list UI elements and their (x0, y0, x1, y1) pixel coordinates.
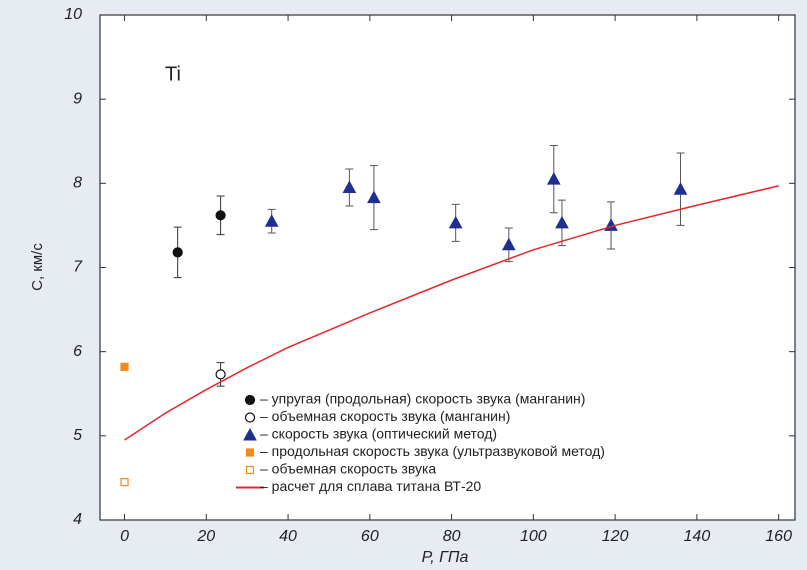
x-tick-label: 60 (361, 528, 379, 545)
fit-line (124, 185, 779, 441)
legend-label: – объемная скорость звука (260, 461, 436, 477)
data-point (448, 215, 463, 229)
legend-marker (245, 448, 255, 457)
plot-area (99, 14, 796, 521)
x-tick-label: 140 (684, 528, 711, 545)
data-point (342, 180, 357, 194)
x-tick-label: 100 (520, 528, 547, 545)
legend-label: – продольная скорость звука (ультразвуко… (260, 443, 605, 459)
legend-marker (243, 427, 257, 441)
y-axis-label: С, км/с (29, 243, 46, 291)
legend-marker (244, 412, 256, 423)
legend-label: – расчет для сплава титана ВТ-20 (260, 478, 481, 494)
x-axis-label: P, ГПа (422, 549, 469, 566)
y-tick-label: 9 (73, 90, 82, 107)
y-tick-label: 6 (73, 343, 82, 360)
data-point (215, 210, 226, 221)
x-tick-label: 120 (602, 528, 629, 545)
data-point (264, 214, 279, 227)
data-point (501, 237, 516, 251)
x-tick-label: 40 (279, 528, 297, 545)
legend-label: – объемная скорость звука (манганин) (260, 408, 510, 424)
y-tick-label: 10 (64, 6, 82, 23)
legend-label: – скорость звука (оптический метод) (260, 426, 497, 442)
data-point (172, 247, 183, 258)
data-point (120, 362, 129, 371)
data-point (120, 478, 129, 487)
y-tick-label: 8 (73, 175, 82, 192)
y-tick-label: 7 (73, 259, 83, 276)
x-tick-label: 160 (765, 528, 792, 545)
legend-marker (245, 465, 255, 475)
annotation: Ti (165, 63, 181, 85)
legend-marker (244, 394, 256, 406)
y-tick-label: 5 (73, 427, 82, 444)
data-point (673, 182, 688, 195)
x-tick-label: 80 (443, 528, 461, 545)
data-point (555, 215, 569, 229)
data-point (546, 172, 561, 185)
y-tick-label: 4 (73, 511, 82, 528)
legend-label: – упругая (продольная) скорость звука (м… (260, 391, 585, 407)
x-tick-label: 20 (196, 528, 215, 545)
x-tick-label: 0 (120, 528, 129, 545)
data-point (367, 190, 381, 204)
data-point (215, 369, 226, 380)
